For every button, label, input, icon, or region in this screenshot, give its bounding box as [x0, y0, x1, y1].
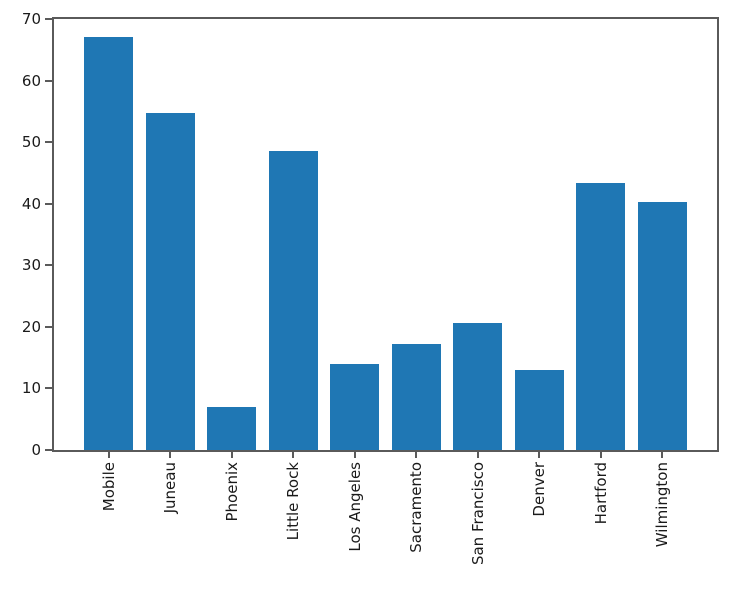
x-tick-label-phoenix: Phoenix — [222, 462, 241, 522]
x-axis-tick — [661, 452, 664, 458]
y-axis-tick — [45, 18, 52, 20]
y-axis-tick — [45, 325, 52, 328]
x-axis-tick — [107, 452, 110, 458]
y-axis-tick — [45, 141, 52, 144]
bar-los-angeles — [330, 363, 380, 450]
y-tick-label: 60 — [21, 71, 41, 90]
bar-sacramento — [391, 344, 441, 450]
x-axis-tick — [415, 452, 418, 458]
x-tick-label-little-rock: Little Rock — [284, 462, 303, 541]
bar-denver — [514, 369, 564, 450]
bar-hartford — [576, 182, 626, 450]
x-axis-tick — [476, 452, 479, 458]
y-axis-tick — [45, 449, 52, 451]
y-tick-label: 20 — [21, 317, 41, 336]
x-tick-label-denver: Denver — [530, 462, 549, 517]
x-axis-tick — [169, 452, 172, 458]
bar-little-rock — [268, 151, 318, 450]
x-tick-label-mobile: Mobile — [99, 462, 118, 512]
x-axis-tick — [230, 452, 233, 458]
y-tick-label: 30 — [21, 256, 41, 275]
x-tick-label-juneau: Juneau — [161, 462, 180, 514]
x-tick-label-los-angeles: Los Angeles — [345, 462, 364, 552]
x-tick-label-san-francisco: San Francisco — [468, 462, 487, 566]
y-tick-label: 70 — [21, 10, 41, 28]
x-axis-tick — [292, 452, 295, 458]
x-tick-label-sacramento: Sacramento — [407, 462, 426, 553]
bar-juneau — [145, 113, 195, 450]
x-axis-tick — [353, 452, 356, 458]
y-axis-tick — [45, 202, 52, 205]
y-axis-tick — [45, 79, 52, 82]
y-axis-tick — [45, 387, 52, 390]
y-tick-label: 50 — [21, 133, 41, 152]
y-axis-tick — [45, 264, 52, 267]
y-tick-label: 0 — [31, 441, 41, 459]
bar-phoenix — [207, 406, 257, 450]
y-tick-label: 10 — [21, 379, 41, 398]
x-axis-tick — [538, 452, 541, 458]
x-tick-label-wilmington: Wilmington — [653, 462, 672, 548]
x-axis-tick — [599, 452, 602, 458]
x-tick-label-hartford: Hartford — [591, 462, 610, 525]
bar-mobile — [84, 37, 134, 450]
bar-wilmington — [637, 202, 687, 450]
plot-area — [52, 17, 719, 452]
bar-san-francisco — [453, 322, 503, 450]
y-tick-label: 40 — [21, 194, 41, 213]
